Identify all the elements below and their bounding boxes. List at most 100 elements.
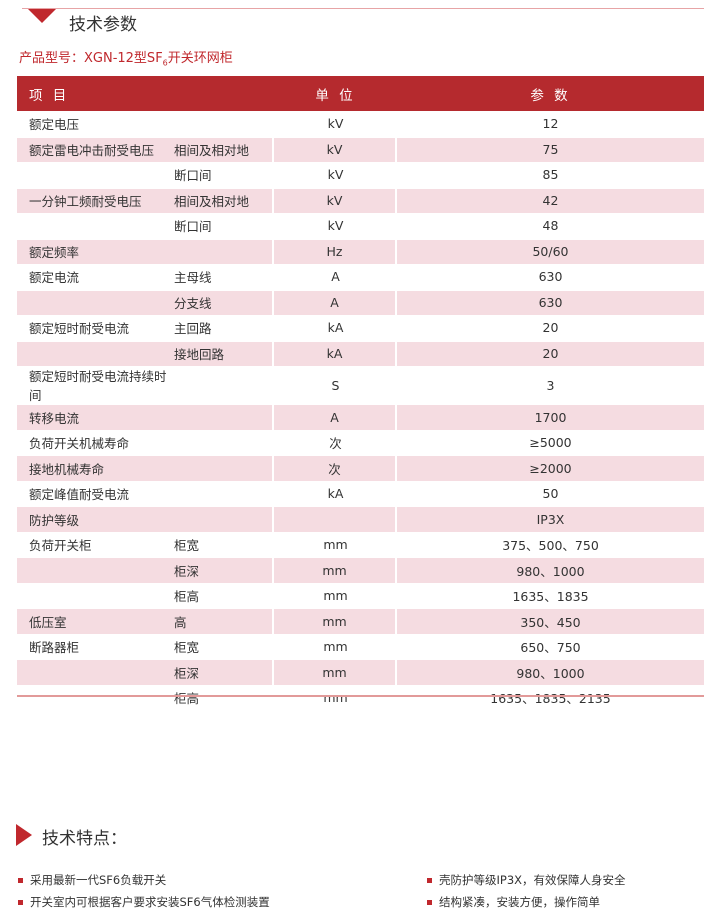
triangle-down-icon	[28, 9, 56, 23]
value-cell: 85	[542, 167, 559, 183]
value-cell: 350、450	[397, 608, 704, 634]
table-row: 额定短时耐受电流 主回路 kA 20	[17, 315, 704, 341]
unit-cell: kV	[327, 218, 344, 234]
section-title: 技术参数	[69, 15, 137, 35]
item-cell: 一分钟工频耐受电压	[17, 187, 174, 213]
table-row: 柜深 mm 980、1000	[17, 557, 704, 583]
sub-item-cell: 柜深	[174, 557, 274, 583]
feature-item: 结构紧凑，安装方便，操作简单	[427, 894, 600, 910]
unit-cell: mm	[274, 659, 397, 685]
model-subscript: 6	[162, 58, 168, 68]
value-cell: 980、1000	[397, 659, 704, 685]
sub-item-cell: 断口间	[174, 219, 212, 235]
sub-item-cell: 柜深	[174, 659, 274, 685]
table-row: 额定电压 kV 12	[17, 111, 704, 137]
value-cell: 630	[397, 289, 704, 315]
table-row: 低压室高 mm 350、450	[17, 608, 704, 634]
sub-item-cell: 高	[174, 608, 274, 634]
sub-item-cell: 柜宽	[174, 537, 200, 553]
table-row: 断口间 kV 48	[17, 213, 704, 239]
value-cell: 1635、1835、2135	[490, 690, 611, 706]
unit-cell: kA	[327, 320, 344, 336]
table-row: 额定频率 Hz 50/60	[17, 238, 704, 264]
sub-item-cell: 主母线	[174, 270, 212, 286]
header-unit: 单 位	[274, 76, 397, 111]
unit-cell: kA	[274, 340, 397, 366]
sub-item-cell	[174, 455, 274, 481]
unit-cell: 次	[274, 455, 397, 481]
value-cell: 20	[397, 340, 704, 366]
item-cell	[17, 340, 174, 366]
feature-item: 采用最新一代SF6负载开关	[18, 872, 166, 888]
value-cell: 12	[542, 116, 559, 132]
bullet-icon	[427, 899, 432, 905]
unit-cell: S	[331, 377, 340, 393]
item-cell: 断路器柜	[29, 639, 80, 655]
value-cell: 3	[546, 377, 555, 393]
table-row: 额定短时耐受电流持续时间 S 3	[17, 366, 704, 404]
unit-cell: 次	[329, 435, 342, 451]
unit-cell	[274, 506, 397, 532]
bullet-icon	[18, 899, 23, 905]
item-cell: 额定短时耐受电流	[29, 321, 130, 337]
bullet-icon	[427, 877, 432, 883]
value-cell: IP3X	[397, 506, 704, 532]
table-row: 转移电流 A 1700	[17, 404, 704, 430]
item-cell: 额定电压	[29, 117, 80, 133]
unit-cell: mm	[274, 557, 397, 583]
item-cell: 负荷开关柜	[29, 537, 92, 553]
table-row: 负荷开关机械寿命 次 ≥5000	[17, 430, 704, 456]
sub-item-cell: 柜宽	[174, 639, 200, 655]
unit-cell: A	[331, 269, 340, 285]
value-cell: 1635、1835	[512, 588, 589, 604]
features-title: 技术特点：	[42, 829, 127, 849]
item-cell: 转移电流	[17, 404, 174, 430]
sub-item-cell: 柜高	[174, 690, 200, 706]
sub-item-cell: 主回路	[174, 321, 212, 337]
bullet-icon	[18, 877, 23, 883]
table-row: 额定电流 主母线 A 630	[17, 264, 704, 290]
sub-item-cell: 相间及相对地	[174, 136, 274, 162]
unit-cell: kV	[327, 167, 344, 183]
item-cell	[17, 659, 174, 685]
feature-item: 壳防护等级IP3X，有效保障人身安全	[427, 872, 626, 888]
value-cell: 1700	[397, 404, 704, 430]
feature-text: 壳防护等级IP3X，有效保障人身安全	[439, 873, 626, 887]
unit-cell: mm	[274, 608, 397, 634]
table-row: 柜高 mm 1635、1835	[17, 583, 704, 609]
table-row: 柜深 mm 980、1000	[17, 659, 704, 685]
value-cell: 75	[397, 136, 704, 162]
model-suffix: 开关环网柜	[167, 51, 233, 66]
value-cell: 20	[542, 320, 559, 336]
item-cell	[17, 289, 174, 315]
item-cell: 负荷开关机械寿命	[29, 435, 130, 451]
item-cell	[17, 162, 174, 188]
sub-item-cell: 相间及相对地	[174, 187, 274, 213]
sub-item-cell	[174, 238, 274, 264]
feature-item: 开关室内可根据客户要求安装SF6气体检测装置	[18, 894, 270, 910]
spec-table: 项 目 单 位 参 数 额定电压 kV 12 额定雷电冲击耐受电压 相间及相对地 kV 75…	[17, 76, 704, 710]
header-item: 项 目	[17, 76, 274, 111]
unit-cell: kA	[327, 485, 344, 501]
value-cell: 980、1000	[397, 557, 704, 583]
item-cell	[17, 557, 174, 583]
feature-text: 采用最新一代SF6负载开关	[30, 873, 167, 887]
item-cell: 额定电流	[29, 270, 80, 286]
item-cell	[17, 583, 174, 609]
table-row: 一分钟工频耐受电压 相间及相对地 kV 42	[17, 187, 704, 213]
unit-cell: mm	[323, 689, 348, 705]
table-row: 额定雷电冲击耐受电压 相间及相对地 kV 75	[17, 136, 704, 162]
value-cell: ≥2000	[397, 455, 704, 481]
sub-item-cell: 柜高	[174, 588, 200, 604]
unit-cell: mm	[323, 638, 348, 654]
unit-cell: kV	[274, 187, 397, 213]
sub-item-cell	[174, 111, 274, 137]
sub-item-cell	[174, 506, 274, 532]
value-cell: 42	[397, 187, 704, 213]
table-bottom-line	[17, 695, 704, 697]
value-cell: 630	[538, 269, 563, 285]
item-cell: 额定峰值耐受电流	[29, 486, 130, 502]
table-row: 柜高 mm 1635、1835、2135	[17, 685, 704, 711]
feature-text: 开关室内可根据客户要求安装SF6气体检测装置	[30, 895, 270, 909]
table-row: 分支线 A 630	[17, 289, 704, 315]
